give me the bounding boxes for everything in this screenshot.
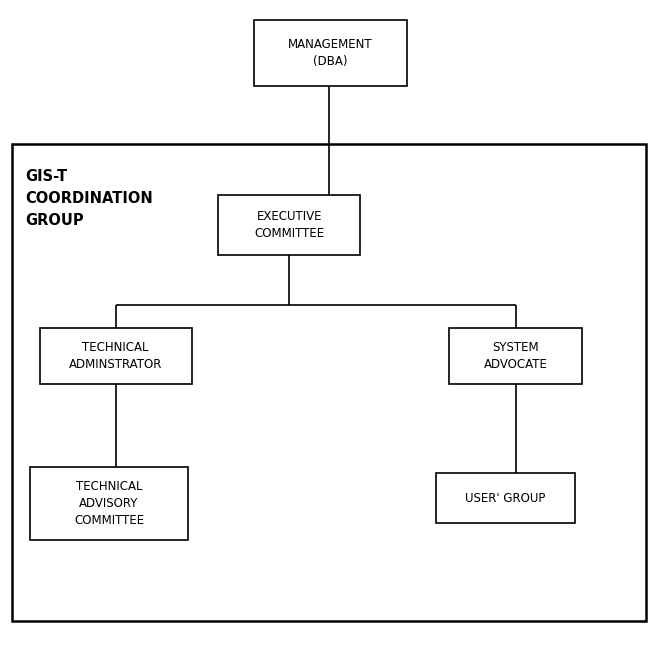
FancyBboxPatch shape — [30, 467, 188, 540]
Text: TECHNICAL
ADMINSTRATOR: TECHNICAL ADMINSTRATOR — [69, 341, 163, 371]
FancyBboxPatch shape — [12, 144, 646, 621]
Text: SYSTEM
ADVOCATE: SYSTEM ADVOCATE — [484, 341, 547, 371]
FancyBboxPatch shape — [449, 328, 582, 384]
FancyBboxPatch shape — [254, 20, 407, 86]
FancyBboxPatch shape — [436, 473, 575, 523]
FancyBboxPatch shape — [218, 195, 360, 255]
Text: GIS-T
COORDINATION
GROUP: GIS-T COORDINATION GROUP — [25, 169, 153, 228]
Text: EXECUTIVE
COMMITTEE: EXECUTIVE COMMITTEE — [254, 210, 325, 240]
FancyBboxPatch shape — [40, 328, 192, 384]
Text: TECHNICAL
ADVISORY
COMMITTEE: TECHNICAL ADVISORY COMMITTEE — [74, 480, 144, 526]
Text: MANAGEMENT
(DBA): MANAGEMENT (DBA) — [288, 38, 373, 68]
Text: USER' GROUP: USER' GROUP — [465, 492, 546, 504]
